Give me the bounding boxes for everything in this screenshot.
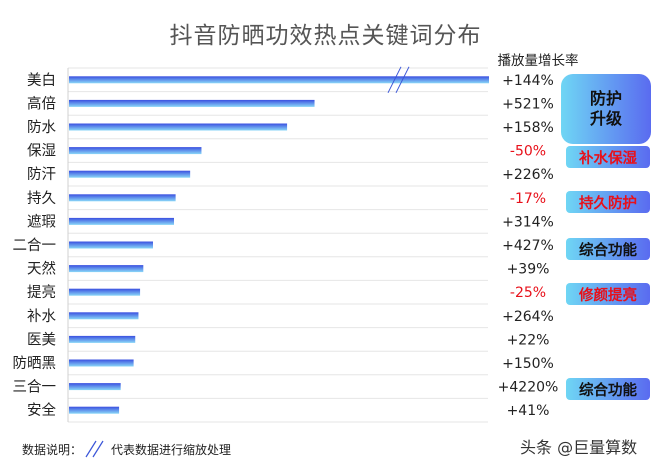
bar <box>69 147 202 155</box>
bar <box>69 312 139 320</box>
category-label: 二合一 <box>13 237 57 254</box>
tag-multi-function: 综合功能 <box>566 238 650 260</box>
footnote-suffix: 代表数据进行缩放处理 <box>111 442 232 457</box>
break-mark <box>387 66 402 94</box>
category-label: 医美 <box>27 331 56 348</box>
growth-rate-label: +144% <box>502 73 554 89</box>
growth-rate-label: +4220% <box>498 380 559 396</box>
growth-rate-label: -25% <box>510 285 546 301</box>
bar <box>69 359 134 367</box>
bar <box>69 335 136 343</box>
bar <box>69 406 120 414</box>
growth-rate-label: +427% <box>502 238 554 254</box>
growth-rate-label: +41% <box>507 403 550 419</box>
category-label: 高倍 <box>27 95 56 112</box>
category-label: 持久 <box>27 190 56 207</box>
growth-rate-label: +22% <box>507 332 550 348</box>
break-mark <box>395 66 410 94</box>
growth-rate-label: +158% <box>502 120 554 136</box>
bar <box>69 99 315 107</box>
bar <box>69 217 174 225</box>
growth-rate-label: +226% <box>502 167 554 183</box>
bar <box>69 123 288 131</box>
bar <box>69 194 176 202</box>
growth-rate-label: +264% <box>502 309 554 325</box>
chart-title: 抖音防晒功效热点关键词分布 <box>169 23 482 49</box>
bar <box>69 288 141 296</box>
category-label: 防汗 <box>27 166 56 183</box>
category-label: 三合一 <box>13 379 57 396</box>
footnote-prefix: 数据说明： <box>22 442 83 457</box>
footnote: 数据说明： 代表数据进行缩放处理 <box>22 440 231 458</box>
bar <box>69 76 489 84</box>
tag-label: 防护 升级 <box>589 89 622 128</box>
category-label: 防水 <box>27 119 56 136</box>
bar <box>69 383 121 391</box>
category-label: 保湿 <box>27 143 56 160</box>
category-label: 提亮 <box>27 284 56 301</box>
tag-long-lasting: 持久防护 <box>566 191 650 213</box>
watermark: 头条 @巨量算数 <box>520 438 638 457</box>
growth-rate-label: +39% <box>507 262 550 278</box>
category-label: 遮瑕 <box>27 213 56 230</box>
category-label: 美白 <box>27 72 56 89</box>
category-label: 补水 <box>27 308 56 325</box>
category-label: 安全 <box>27 401 56 419</box>
tag-multi-function-2: 综合功能 <box>566 378 650 400</box>
tag-hydration: 补水保湿 <box>566 146 650 168</box>
growth-rate-label: +521% <box>502 96 554 112</box>
growth-rate-label: +314% <box>502 214 554 230</box>
growth-rate-label: -50% <box>510 144 546 160</box>
bar <box>69 265 144 273</box>
category-label: 防晒黑 <box>13 355 57 372</box>
bar <box>69 241 153 249</box>
tag-protection-upgrade: 防护 升级 <box>561 74 651 144</box>
break-mark-icon <box>85 440 104 458</box>
tag-brightening: 修颜提亮 <box>566 283 650 305</box>
category-label: 天然 <box>27 261 56 278</box>
bar <box>69 170 191 178</box>
growth-rate-label: -17% <box>510 191 546 207</box>
growth-rate-header: 播放量增长率 <box>497 53 579 69</box>
growth-rate-label: +150% <box>502 356 554 372</box>
